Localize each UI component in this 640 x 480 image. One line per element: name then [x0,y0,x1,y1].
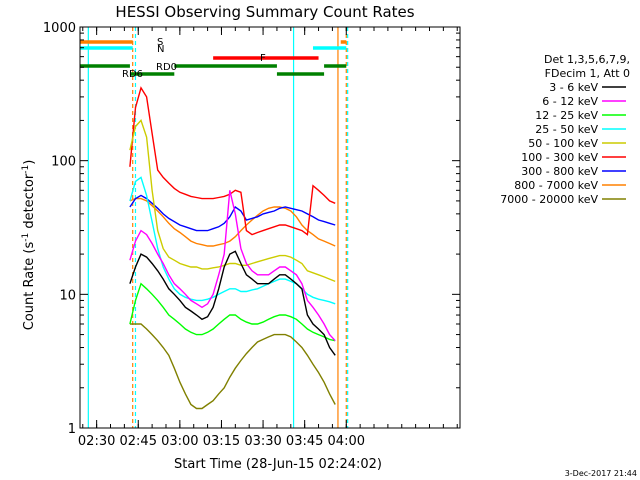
x-tick-label: 03:30 [244,434,281,449]
footer-timestamp: 3-Dec-2017 21:44 [565,469,637,478]
legend-entry-label: 6 - 12 keV [542,95,598,108]
y-axis-label-sup1: -1 [21,233,31,242]
series-line-300-800kev [129,194,336,232]
y-tick-label: 1000 [43,21,76,36]
series-line-7000-20000kev [129,323,336,410]
series-line-50-100kev [129,119,336,283]
annotation-rd0: RD0 [156,62,177,73]
x-axis-label: Start Time (28-Jun-15 02:24:02) [174,457,382,472]
x-tick-label: 04:00 [328,434,365,449]
y-axis-label: Count Rate (s-1 detector-1) [21,160,37,331]
series-line-100-300kev [129,86,336,236]
x-tick-label: 03:00 [161,434,198,449]
legend-entry-label: 7000 - 20000 keV [500,193,598,206]
x-tick-label: 03:15 [203,434,240,449]
chart-title: HESSI Observing Summary Count Rates [115,3,414,21]
y-tick-label: 100 [51,155,76,170]
series-line-6-12kev [129,190,336,342]
y-axis-label-end: ) [22,160,37,165]
annotation-f: F [260,53,266,64]
y-axis-label-mid: detector [22,173,37,233]
legend-entry-label: 100 - 300 keV [521,151,598,164]
x-tick-label: 03:45 [286,434,323,449]
x-tick-label: 02:30 [78,434,115,449]
y-tick-label: 10 [59,288,76,303]
legend-entry-label: 50 - 100 keV [528,137,598,150]
status-bars [80,40,347,76]
legend: Det 1,3,5,6,7,9, FDecim 1, Att 0 3 - 6 k… [500,53,630,206]
legend-header-1: Det 1,3,5,6,7,9, [544,53,630,66]
series-line-3-6kev [129,250,336,356]
series-group [129,86,336,410]
axes: 1 10 100 1000 02:30 02:45 03:00 03:15 03:30 03:45… [43,21,461,449]
plot-frame [79,26,461,429]
y-tick-label: 1 [68,422,76,437]
annotations: SN RD0 RD6 F [122,37,266,80]
legend-entry-label: 300 - 800 keV [521,165,598,178]
legend-entry-label: 3 - 6 keV [549,81,598,94]
legend-entry-label: 12 - 25 keV [535,109,598,122]
annotation-s: S [157,37,163,48]
series-line-12-25kev [129,282,336,342]
annotation-n: N [157,44,164,55]
y-axis-label-sup2: -1 [21,165,31,174]
annotation-rd6: RD6 [122,69,143,80]
x-tick-label: 02:45 [120,434,157,449]
legend-entry-label: 25 - 50 keV [535,123,598,136]
series-line-800-7000kev [129,197,336,247]
legend-header-2: FDecim 1, Att 0 [545,67,630,80]
y-axis-label-main: Count Rate (s [22,242,37,331]
legend-entry-label: 800 - 7000 keV [514,179,598,192]
